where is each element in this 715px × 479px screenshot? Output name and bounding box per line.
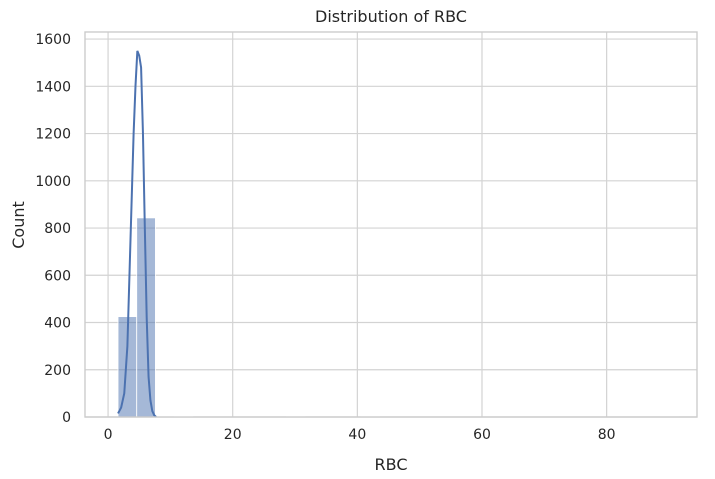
y-tick-label: 1200 [35, 127, 71, 143]
y-tick-label: 800 [44, 221, 71, 237]
chart-title: Distribution of RBC [315, 7, 467, 26]
y-tick-labels: 0 200 400 600 800 1000 1200 1400 1600 [35, 32, 71, 426]
x-tick-labels: 0 20 40 60 80 [104, 427, 616, 443]
x-tick-label: 40 [348, 427, 366, 443]
y-axis-label: Count [9, 201, 28, 249]
y-tick-label: 1600 [35, 32, 71, 48]
x-tick-label: 0 [104, 427, 113, 443]
histogram-bars [117, 217, 680, 418]
y-tick-label: 1400 [35, 79, 71, 95]
x-tick-label: 60 [473, 427, 491, 443]
y-tick-label: 400 [44, 316, 71, 332]
kde-curve [117, 50, 157, 418]
plot-area-frame [84, 31, 698, 418]
kde-curve-group [117, 50, 157, 418]
y-tick-label: 0 [62, 410, 71, 426]
x-tick-label: 20 [224, 427, 242, 443]
y-tick-label: 1000 [35, 174, 71, 190]
x-axis-label: RBC [375, 455, 408, 474]
x-tick-label: 80 [598, 427, 616, 443]
y-tick-label: 200 [44, 363, 71, 379]
gridlines [85, 32, 697, 418]
y-tick-label: 600 [44, 268, 71, 284]
